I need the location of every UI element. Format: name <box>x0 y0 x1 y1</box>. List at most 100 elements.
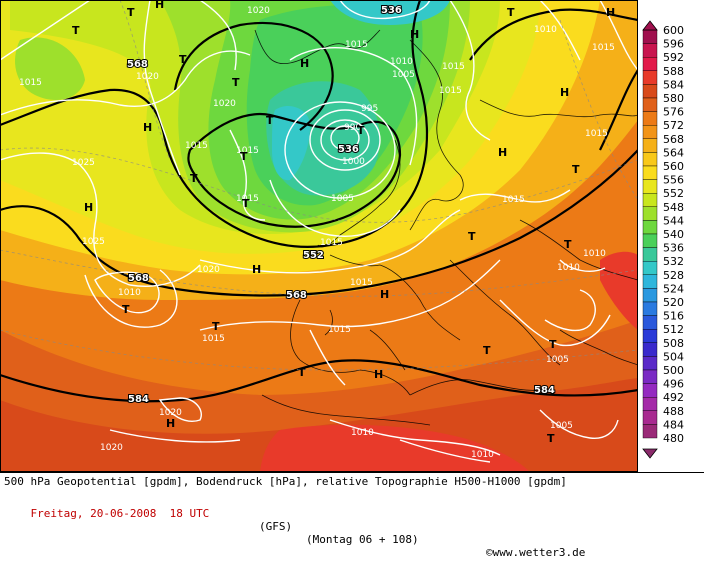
geo-label: 568 <box>127 59 148 70</box>
isobar-label: 995 <box>361 104 378 114</box>
high-marker: H <box>410 28 419 41</box>
legend-level-label: 544 <box>663 214 684 227</box>
legend-swatch <box>642 138 658 153</box>
legend-swatch <box>642 165 658 180</box>
legend-level-label: 480 <box>663 432 684 445</box>
isobar-label: 1015 <box>202 334 225 344</box>
legend-swatch <box>642 206 658 221</box>
geo-label: 568 <box>286 290 307 301</box>
isobar-label: 1015 <box>585 129 608 139</box>
high-marker: H <box>84 201 93 214</box>
geopotential-fill <box>0 0 638 472</box>
isobar-label: 1015 <box>442 62 465 72</box>
geo-label: 536 <box>381 5 402 16</box>
legend-swatch <box>642 301 658 316</box>
credit-link[interactable]: ©www.wetter3.de <box>486 546 586 559</box>
legend-level-label: 560 <box>663 160 684 173</box>
map-description: 500 hPa Geopotential [gpdm], Bodendruck … <box>4 475 567 488</box>
legend-level-label: 512 <box>663 323 684 336</box>
legend-swatch <box>642 70 658 85</box>
footer: 500 hPa Geopotential [gpdm], Bodendruck … <box>0 472 704 559</box>
legend-level-label: 484 <box>663 418 684 431</box>
legend-level-label: 536 <box>663 242 684 255</box>
isobar-label: 1010 <box>583 249 606 259</box>
legend-level-label: 588 <box>663 65 684 78</box>
isobar-label: 1010 <box>534 25 557 35</box>
low-marker: T <box>298 366 306 379</box>
isobar-label: 1015 <box>592 43 615 53</box>
legend-level-label: 488 <box>663 405 684 418</box>
low-marker: T <box>468 230 476 243</box>
legend-level-label: 508 <box>663 337 684 350</box>
legend-swatch <box>642 220 658 235</box>
high-marker: H <box>560 86 569 99</box>
legend-swatch <box>642 43 658 58</box>
isobar-label: 1010 <box>351 428 374 438</box>
legend-swatch <box>642 329 658 344</box>
low-marker: T <box>547 432 555 445</box>
isobar-label: 1020 <box>159 408 182 418</box>
legend-swatch <box>642 274 658 289</box>
legend-level-label: 532 <box>663 255 684 268</box>
isobar-label: 1010 <box>557 263 580 273</box>
legend-level-label: 528 <box>663 269 684 282</box>
legend-swatch <box>642 383 658 398</box>
isobar-label: 1005 <box>331 194 354 204</box>
isobar-label: 1010 <box>118 288 141 298</box>
geo-label: 536 <box>338 144 359 155</box>
legend-swatches <box>642 29 658 439</box>
high-marker: H <box>155 0 164 11</box>
legend-level-label: 504 <box>663 350 684 363</box>
legend-level-label: 596 <box>663 38 684 51</box>
isobar-label: 1020 <box>213 99 236 109</box>
low-marker: T <box>179 53 187 66</box>
legend-swatch <box>642 424 658 439</box>
isobar-label: 1000 <box>342 157 365 167</box>
isobar-label: 1020 <box>247 6 270 16</box>
legend-labels: 6005965925885845805765725685645605565525… <box>663 24 684 445</box>
legend-swatch <box>642 369 658 384</box>
low-marker: T <box>242 197 250 210</box>
legend-swatch <box>642 111 658 126</box>
model-run: (Montag 06 + 108) <box>306 533 419 546</box>
legend-level-label: 548 <box>663 201 684 214</box>
legend-level-label: 552 <box>663 187 684 200</box>
legend-swatch <box>642 84 658 99</box>
weather-map: 536 536 552 568 568 568 584 584 1020 101… <box>0 0 638 472</box>
isobar-label: 1010 <box>390 57 413 67</box>
low-marker: T <box>127 6 135 19</box>
legend-level-label: 540 <box>663 228 684 241</box>
isobars <box>0 0 638 463</box>
legend-level-label: 556 <box>663 174 684 187</box>
high-marker: H <box>498 146 507 159</box>
low-marker: T <box>564 238 572 251</box>
pressure-labels: 1020 1015 1020 1015 1015 1020 1015 1015 … <box>19 6 615 460</box>
legend-level-label: 492 <box>663 391 684 404</box>
isobar-label: 1015 <box>328 325 351 335</box>
geo-label: 584 <box>534 385 555 396</box>
legend-level-label: 520 <box>663 296 684 309</box>
high-marker: H <box>606 6 615 19</box>
high-marker: H <box>166 417 175 430</box>
legend-swatch <box>642 247 658 262</box>
isobar-label: 1020 <box>197 265 220 275</box>
legend-swatch <box>642 192 658 207</box>
legend-swatch <box>642 29 658 44</box>
legend-swatch <box>642 124 658 139</box>
legend-level-label: 500 <box>663 364 684 377</box>
legend-level-label: 516 <box>663 310 684 323</box>
isobar-label: 1010 <box>471 450 494 460</box>
isobar-label: 1005 <box>550 421 573 431</box>
high-marker: H <box>380 288 389 301</box>
isobar-label: 1005 <box>392 70 415 80</box>
legend-swatch <box>642 410 658 425</box>
pressure-centers: T T T T H H H H T T T T T H H H T T T T … <box>72 0 615 445</box>
legend-swatch <box>642 261 658 276</box>
legend-swatch <box>642 356 658 371</box>
isobar-label: 1025 <box>82 237 105 247</box>
isobar-label: 1015 <box>502 195 525 205</box>
isobar-label: 1005 <box>546 355 569 365</box>
legend-level-label: 584 <box>663 78 684 91</box>
legend-level-label: 600 <box>663 24 684 37</box>
legend-swatch <box>642 152 658 167</box>
